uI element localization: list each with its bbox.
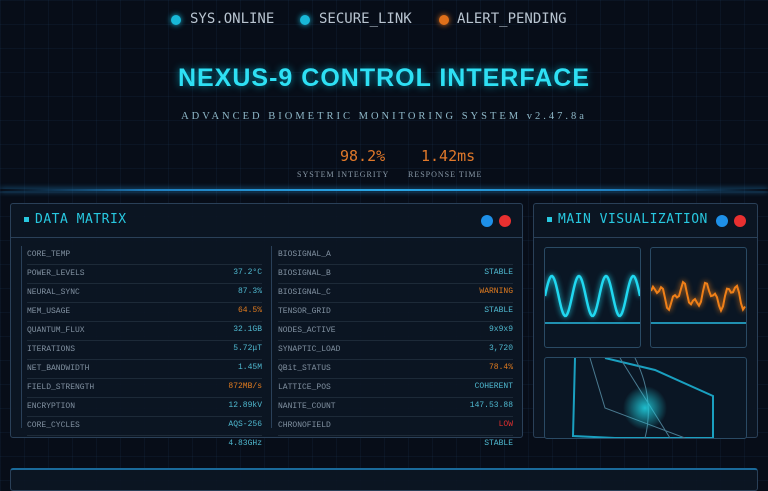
metric-label: SYSTEM INTEGRITY — [297, 170, 390, 179]
row-value: 37.2°C — [233, 268, 262, 277]
icon — [24, 217, 29, 222]
wave — [651, 280, 746, 314]
row-label: NET_BANDWIDTH — [27, 364, 90, 373]
column-rule — [271, 246, 272, 428]
row-label: TENSOR_GRID — [278, 307, 331, 316]
table-row: MEM_USAGE 32.1GB — [27, 303, 262, 334]
row-value: 872MB/s — [228, 382, 262, 391]
subtitle: ADVANCED BIOMETRIC MONITORING SYSTEM v2.… — [181, 111, 587, 122]
3d-view — [544, 357, 747, 439]
row-value: 87.3% — [237, 287, 262, 296]
header-rule — [534, 237, 757, 238]
row-label: LATTICE_POS — [278, 383, 331, 392]
table-row: BIOSIGNAL_B WARNING — [278, 265, 513, 296]
control-dot[interactable] — [481, 215, 493, 227]
panel-title: DATA MATRIX — [35, 212, 127, 227]
table-row: POWER_LEVELS 87.3% — [27, 265, 262, 296]
row-value: COHERENT — [474, 382, 513, 391]
status-dot — [439, 15, 449, 25]
glow — [623, 386, 667, 430]
column-rule — [21, 246, 22, 428]
table-row: NANITE_COUNT LOW — [278, 398, 513, 429]
row-value: 147.53.88 — [469, 401, 513, 410]
table-row: CORE_CYCLES 4.83GHz — [27, 417, 262, 448]
control-dot[interactable] — [499, 215, 511, 227]
row-label: CORE_CYCLES — [27, 421, 80, 430]
row-label: NODES_ACTIVE — [278, 326, 336, 335]
table-row: BIOSIGNAL_C STABLE — [278, 284, 513, 315]
table-row: NEURAL_SYNC 64.5% — [27, 284, 262, 315]
row-label: QUANTUM_FLUX — [27, 326, 85, 335]
column: CORE_TEMP 37.2°C POWER_LEVELS 87.3% NEURAL_S… — [27, 246, 262, 448]
row-value: 5.72μT — [233, 344, 262, 353]
metric-label: RESPONSE TIME — [408, 170, 483, 179]
table-row: LATTICE_POS 147.53.88 — [278, 379, 513, 410]
wave-display — [544, 247, 641, 348]
row-value: LOW — [498, 420, 513, 429]
wave-display — [650, 247, 747, 348]
row-value: STABLE — [484, 439, 513, 448]
table-row: FIELD_STRENGTH 12.89kV — [27, 379, 262, 410]
row-value: 9x9x9 — [488, 325, 513, 334]
row-label: CHRONOFIELD — [278, 421, 331, 430]
row-label: NEURAL_SYNC — [27, 288, 80, 297]
row-value: WARNING — [479, 287, 513, 296]
row-value: 12.89kV — [228, 401, 262, 410]
row-label: MEM_USAGE — [27, 307, 71, 316]
status-label: SYS.ONLINE — [190, 11, 275, 27]
row-label: BIOSIGNAL_C — [278, 288, 331, 297]
row-value: 1.45M — [237, 363, 262, 372]
title: NEXUS-9 CONTROL INTERFACE — [177, 64, 591, 92]
status-dot — [300, 15, 310, 25]
row-label: QBit_STATUS — [278, 364, 331, 373]
table-row: QBit_STATUS COHERENT — [278, 360, 513, 391]
table-row: TENSOR_GRID 9x9x9 — [278, 303, 513, 334]
table-row: CORE_TEMP 37.2°C — [27, 246, 262, 277]
table-row: NODES_ACTIVE 3,720 — [278, 322, 513, 353]
row-label: SYNAPTIC_LOAD — [278, 345, 341, 354]
header-rule — [11, 237, 522, 238]
row-value: AQS-256 — [228, 420, 262, 429]
icon — [547, 217, 552, 222]
data-matrix-panel: DATA MATRIX CORE_TEMP 37.2°C POWER_LEVELS 8… — [10, 203, 523, 448]
visualization-panel: MAIN VISUALIZATION — [533, 203, 758, 439]
control-dot[interactable] — [734, 215, 746, 227]
table-row: QUANTUM_FLUX 5.72μT — [27, 322, 262, 353]
row-value: 4.83GHz — [228, 439, 262, 448]
row-value: 3,720 — [488, 344, 513, 353]
row-label: BIOSIGNAL_B — [278, 269, 331, 278]
row-label: CORE_TEMP — [27, 250, 71, 259]
row-value: 64.5% — [237, 306, 262, 315]
status-dot — [171, 15, 181, 25]
table-row: ENCRYPTION AQS-256 — [27, 398, 262, 429]
frame — [571, 358, 714, 438]
row-value: STABLE — [484, 268, 513, 277]
metric-value: 98.2% — [340, 147, 386, 165]
divider — [0, 189, 768, 191]
row-value: 32.1GB — [233, 325, 262, 334]
row-label: POWER_LEVELS — [27, 269, 85, 278]
wave — [545, 274, 640, 318]
row-value: 78.4% — [488, 363, 513, 372]
table-row: CHRONOFIELD STABLE — [278, 417, 513, 448]
status-label: SECURE_LINK — [319, 11, 412, 27]
status-label: ALERT_PENDING — [457, 11, 567, 27]
panel-title: MAIN VISUALIZATION — [558, 212, 708, 227]
table-row: NET_BANDWIDTH 872MB/s — [27, 360, 262, 391]
row-value: STABLE — [484, 306, 513, 315]
row-label: NANITE_COUNT — [278, 402, 336, 411]
row-label: BIOSIGNAL_A — [278, 250, 331, 259]
table-row: SYNAPTIC_LOAD 78.4% — [278, 341, 513, 372]
metric-value: 1.42ms — [421, 147, 476, 165]
table-row: BIOSIGNAL_A STABLE — [278, 246, 513, 277]
table-row: ITERATIONS 1.45M — [27, 341, 262, 372]
row-label: FIELD_STRENGTH — [27, 383, 95, 392]
column: BIOSIGNAL_A STABLE BIOSIGNAL_B WARNING BIOSI… — [278, 246, 513, 448]
row-label: ENCRYPTION — [27, 402, 76, 411]
control-dot[interactable] — [716, 215, 728, 227]
row-label: ITERATIONS — [27, 345, 76, 354]
